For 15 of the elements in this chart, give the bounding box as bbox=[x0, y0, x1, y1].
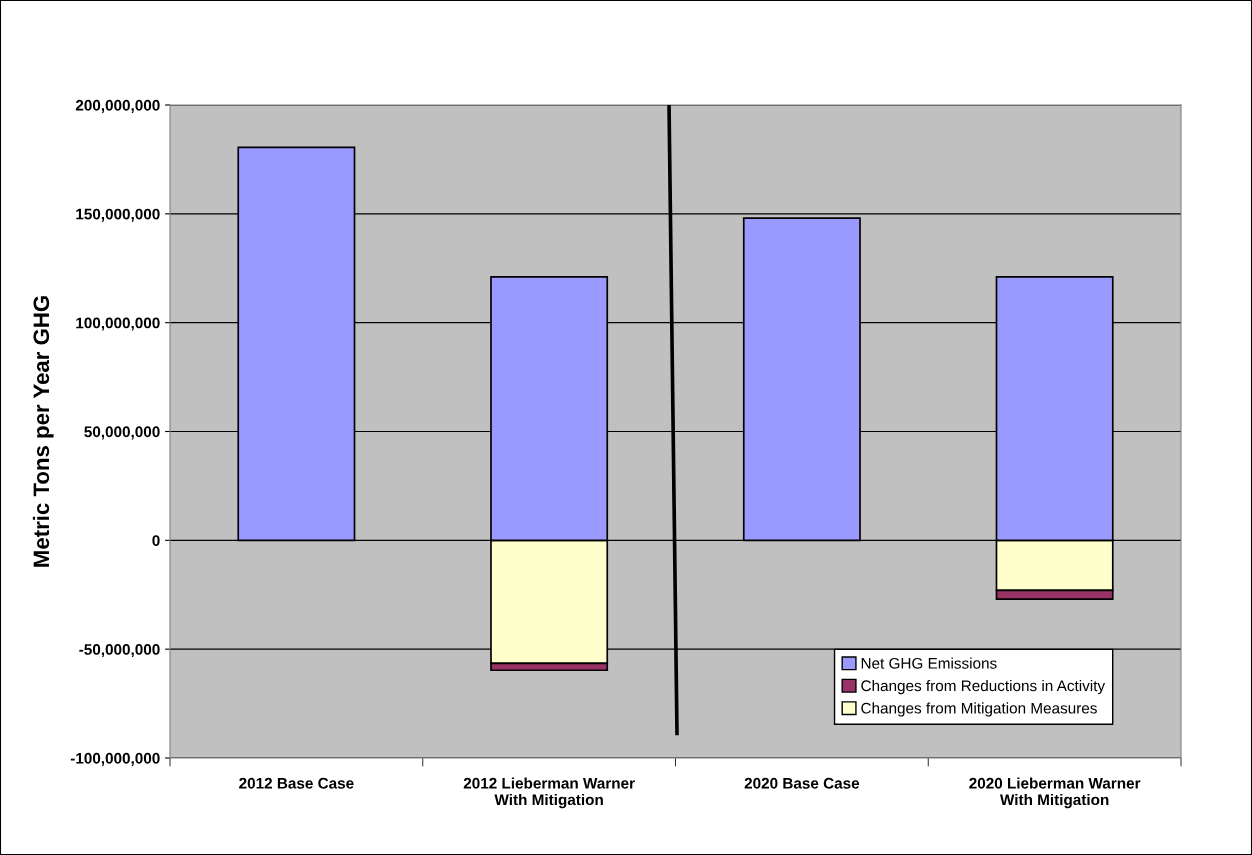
y-tick-label: 100,000,000 bbox=[76, 317, 160, 331]
y-tick-label: -50,000,000 bbox=[79, 644, 160, 658]
x-tick-label: 2012 Lieberman Warner With Mitigation bbox=[463, 777, 635, 809]
y-tick-label: 200,000,000 bbox=[75, 99, 160, 113]
legend-label: Changes from Mitigation Measures bbox=[861, 702, 1097, 717]
legend-label: Net GHG Emissions bbox=[861, 657, 997, 669]
x-tick-label: 2012 Base Case bbox=[239, 777, 354, 789]
x-tick-label: 2020 Lieberman Warner With Mitigation bbox=[969, 777, 1141, 809]
y-axis-title: Metric Tons per Year GHG bbox=[32, 296, 54, 567]
y-tick-label: -100,000,000 bbox=[70, 752, 160, 766]
y-tick-label: 150,000,000 bbox=[76, 208, 160, 222]
y-tick-label: 50,000,000 bbox=[84, 426, 160, 440]
y-tick-label: 0 bbox=[152, 535, 160, 547]
legend-label: Changes from Reductions in Activity bbox=[861, 679, 1106, 695]
x-tick-label: 2020 Base Case bbox=[744, 777, 860, 789]
